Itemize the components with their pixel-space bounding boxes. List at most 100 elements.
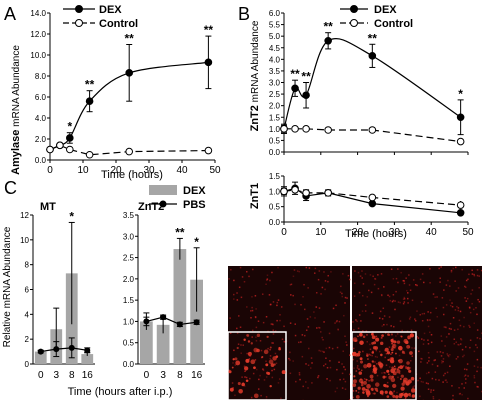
- fluorescence-spot: [390, 377, 396, 383]
- fluorescence-spot: [352, 379, 357, 384]
- fluorescence-spot: [254, 359, 257, 361]
- fluorescence-spot: [289, 284, 292, 286]
- fluorescence-spot: [369, 348, 372, 351]
- fluorescence-spot: [241, 382, 245, 387]
- y-tick-label: 3.5: [269, 67, 281, 76]
- fluorescence-spot: [446, 353, 449, 355]
- y-tick-label: 12: [20, 211, 29, 220]
- fluorescence-spot: [300, 303, 302, 306]
- panel-c-legend: DEX PBS: [149, 185, 206, 211]
- data-point-dex: [85, 97, 94, 105]
- data-point-control: [291, 125, 299, 133]
- fluorescence-spot: [299, 378, 301, 381]
- fluorescence-spot: [250, 342, 253, 345]
- fluorescence-spot: [381, 325, 383, 327]
- fluorescence-spot: [371, 342, 374, 345]
- fluorescence-spot: [330, 271, 332, 273]
- fluorescence-spot: [473, 322, 476, 324]
- fluorescence-spot: [392, 299, 395, 302]
- fluorescence-spot: [419, 377, 421, 380]
- fluorescence-spot: [259, 374, 261, 377]
- fluorescence-spot: [388, 316, 391, 318]
- fluorescence-spot: [403, 297, 406, 300]
- fluorescence-spot: [397, 301, 400, 303]
- y-tick-label: 12.0: [30, 30, 46, 39]
- fluorescence-spot: [266, 335, 269, 339]
- data-point-pbs: [37, 348, 44, 355]
- fluorescence-spot: [431, 363, 434, 366]
- magnified-inset-border: [351, 331, 417, 400]
- fluorescence-spot: [418, 350, 420, 353]
- fluorescence-spot: [428, 371, 430, 374]
- fluorescence-spot: [403, 280, 405, 282]
- fluorescence-spot: [427, 351, 430, 354]
- fluorescence-spot: [262, 368, 264, 370]
- fluorescence-spot: [378, 350, 381, 353]
- fluorescence-spot: [442, 381, 444, 383]
- data-point-dex: [456, 209, 465, 217]
- fluorescence-spot: [451, 305, 454, 308]
- fluorescence-spot: [321, 286, 324, 289]
- fluorescence-spot: [358, 314, 361, 316]
- data-point-dex: [291, 84, 299, 93]
- fluorescence-spot: [265, 396, 268, 398]
- x-tick-label: 3: [53, 370, 59, 381]
- legend-marker-dex: [350, 5, 358, 13]
- fluorescence-spot: [471, 289, 474, 291]
- fluorescence-spot: [341, 363, 343, 365]
- fluorescence-spot: [236, 346, 239, 350]
- fluorescence-spot: [254, 316, 257, 318]
- fluorescence-spot: [462, 355, 464, 358]
- fluorescence-spot: [343, 314, 345, 317]
- fluorescence-spot: [467, 375, 469, 377]
- fluorescence-spot: [469, 346, 471, 349]
- fluorescence-spot: [328, 332, 331, 335]
- fluorescence-spot: [272, 342, 274, 344]
- fluorescence-spot: [244, 366, 249, 371]
- data-point-dex: [324, 37, 332, 45]
- fluorescence-spot: [271, 369, 273, 372]
- data-point-control: [291, 186, 299, 194]
- fluorescence-spot: [388, 391, 393, 395]
- fluorescence-spot: [430, 391, 432, 393]
- fluorescence-spot: [302, 295, 304, 298]
- fluorescence-spot: [374, 361, 376, 363]
- fluorescence-spot: [322, 364, 325, 367]
- fluorescence-spot: [313, 311, 315, 313]
- fluorescence-spot: [238, 388, 243, 394]
- fluorescence-spot: [410, 388, 416, 393]
- fluorescence-spot: [379, 341, 384, 346]
- data-point-control: [66, 145, 74, 154]
- fluorescence-spot: [376, 374, 379, 377]
- fluorescence-spot: [371, 360, 375, 363]
- fluorescence-spot: [361, 270, 363, 272]
- fluorescence-spot: [245, 358, 250, 363]
- fluorescence-spot: [476, 313, 478, 316]
- fluorescence-spot: [397, 376, 399, 379]
- fluorescence-spot: [289, 359, 291, 361]
- fluorescence-spot: [323, 271, 325, 273]
- fluorescence-spot: [327, 274, 329, 277]
- fluorescence-spot: [311, 382, 313, 384]
- significance-label: *: [69, 209, 74, 223]
- fluorescence-spot: [396, 368, 399, 371]
- fluorescence-spot: [445, 379, 447, 381]
- fluorescence-spot: [229, 332, 232, 335]
- fluorescence-spot: [457, 343, 459, 346]
- fluorescence-spot: [304, 334, 306, 337]
- fluorescence-spot: [250, 396, 253, 399]
- fluorescence-spot: [251, 329, 254, 332]
- fluorescence-spot: [367, 289, 370, 292]
- fluorescence-spot: [387, 373, 390, 376]
- fluorescence-spot: [452, 394, 454, 397]
- micrograph-background: [228, 266, 350, 400]
- y-tick-label: 0.0: [269, 148, 281, 157]
- fluorescence-spot: [357, 391, 360, 394]
- fluorescence-spot: [471, 302, 473, 305]
- fluorescence-spot: [443, 326, 446, 328]
- fluorescence-spot: [412, 386, 414, 388]
- fluorescence-spot: [246, 306, 248, 308]
- fluorescence-spot: [357, 386, 361, 390]
- fluorescence-spot: [468, 306, 471, 309]
